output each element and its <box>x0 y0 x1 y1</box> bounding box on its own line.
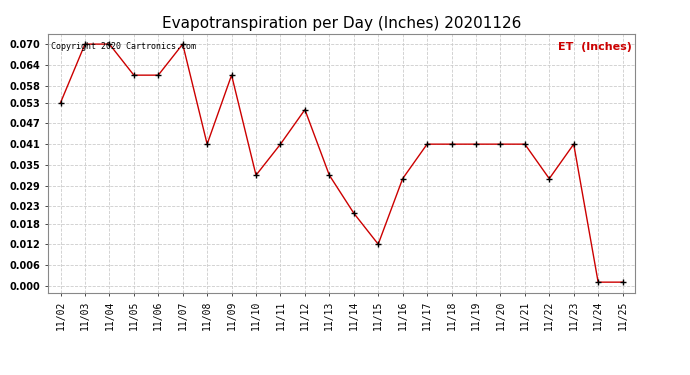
Text: ET  (Inches): ET (Inches) <box>558 42 632 51</box>
Text: Copyright 2020 Cartronics.com: Copyright 2020 Cartronics.com <box>51 42 196 51</box>
Title: Evapotranspiration per Day (Inches) 20201126: Evapotranspiration per Day (Inches) 2020… <box>162 16 521 31</box>
